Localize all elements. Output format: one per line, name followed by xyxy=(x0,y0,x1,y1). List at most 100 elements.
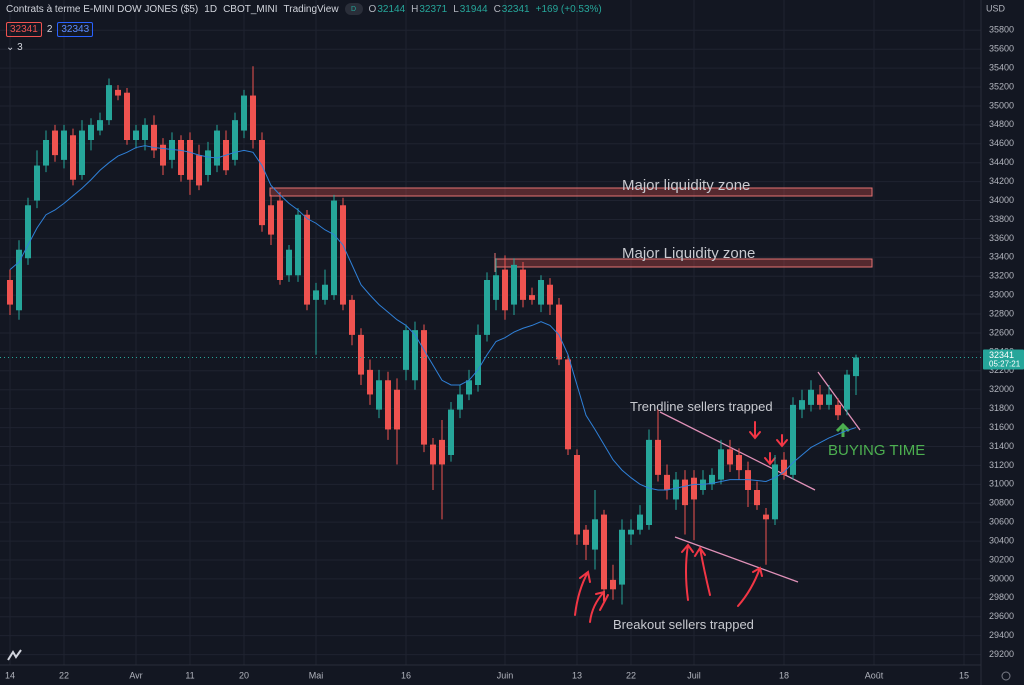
y-tick-label: 33200 xyxy=(989,271,1014,281)
candle-body xyxy=(340,205,346,305)
candle-body xyxy=(196,155,202,186)
candle-body xyxy=(583,529,589,545)
candle-body xyxy=(484,280,490,335)
candle-body xyxy=(511,264,517,305)
candle-body xyxy=(493,275,499,300)
candle-body xyxy=(610,579,616,590)
x-tick-label: 22 xyxy=(59,670,69,680)
y-tick-label: 31600 xyxy=(989,422,1014,432)
ohlc-value: 32144 xyxy=(377,3,406,15)
y-tick-label: 33000 xyxy=(989,290,1014,300)
last-price-box xyxy=(983,349,1024,370)
candle-body xyxy=(664,474,670,490)
change: +169 (+0.53%) xyxy=(535,3,602,15)
candle-body xyxy=(88,124,94,140)
candle-body xyxy=(367,369,373,395)
candle-body xyxy=(790,404,796,475)
buy-price[interactable]: 32343 xyxy=(57,22,94,37)
candle-body xyxy=(799,400,805,410)
candle-body xyxy=(430,444,436,465)
candle-body xyxy=(574,455,580,535)
candle-body xyxy=(349,299,355,335)
candle-body xyxy=(565,359,571,450)
ohlc-label: C xyxy=(493,3,501,15)
settings-icon[interactable] xyxy=(1001,671,1011,681)
annotation: Breakout sellers trapped xyxy=(613,617,754,632)
candle-body xyxy=(772,464,778,520)
candle-body xyxy=(655,439,661,475)
candle-body xyxy=(322,284,328,300)
candle-body xyxy=(466,380,472,395)
candle-body xyxy=(808,389,814,405)
symbol: Contrats à terme E-MINI DOW JONES ($5) xyxy=(6,3,199,15)
y-tick-label: 32200 xyxy=(989,365,1014,375)
candle-body xyxy=(673,479,679,500)
candle-body xyxy=(520,269,526,300)
drawings: Major liquidity zone Major Liquidity zon… xyxy=(269,177,925,632)
candle-body xyxy=(844,374,850,410)
candle-body xyxy=(7,280,13,305)
y-tick-label: 29600 xyxy=(989,611,1014,621)
source: TradingView xyxy=(283,3,339,15)
currency: USD xyxy=(986,3,1006,13)
candle-body xyxy=(214,130,220,166)
ohlc-value: 31944 xyxy=(459,3,488,15)
trendline xyxy=(659,411,816,491)
y-tick-label: 29400 xyxy=(989,630,1014,640)
y-tick-label: 33800 xyxy=(989,214,1014,224)
y-tick-label: 34400 xyxy=(989,157,1014,167)
sell-price[interactable]: 32341 xyxy=(6,22,42,37)
candle-body xyxy=(178,140,184,175)
y-tick-label: 30800 xyxy=(989,498,1014,508)
candle-body xyxy=(61,130,67,160)
candle-body xyxy=(448,409,454,455)
candle-body xyxy=(502,269,508,311)
annotation: Major liquidity zone xyxy=(622,177,750,194)
y-tick-label: 30600 xyxy=(989,517,1014,527)
ohlc-label: H xyxy=(411,3,419,15)
status-badge[interactable]: D xyxy=(344,3,363,15)
y-tick-label: 30200 xyxy=(989,554,1014,564)
candle-body xyxy=(421,330,427,445)
candle-body xyxy=(457,394,463,410)
x-tick-label: 20 xyxy=(239,670,249,680)
candle-body xyxy=(43,140,49,166)
y-tick-label: 31400 xyxy=(989,441,1014,451)
candle-body xyxy=(133,130,139,140)
y-tick-label: 32000 xyxy=(989,384,1014,394)
candle-body xyxy=(115,89,121,96)
candle-body xyxy=(295,214,301,276)
y-tick-label: 34200 xyxy=(989,176,1014,186)
candle-body xyxy=(187,140,193,180)
trade-row: 32341 2 32343 xyxy=(6,22,94,37)
candle-body xyxy=(160,144,166,166)
candle-body xyxy=(547,284,553,305)
x-tick-label: Juin xyxy=(497,670,514,680)
candle-body xyxy=(277,200,283,280)
y-tick-label: 31200 xyxy=(989,460,1014,470)
candle-body xyxy=(52,130,58,156)
x-tick-label: 14 xyxy=(5,670,15,680)
candle-body xyxy=(529,295,535,300)
candle-body xyxy=(259,140,265,226)
candle-body xyxy=(313,290,319,300)
candle-body xyxy=(727,449,733,465)
ohlc-label: O xyxy=(368,3,377,15)
spread: 2 xyxy=(46,24,53,35)
y-tick-label: 35400 xyxy=(989,62,1014,72)
candle-body xyxy=(97,120,103,131)
candle-body xyxy=(709,474,715,485)
x-tick-label: 15 xyxy=(959,670,969,680)
candle-body xyxy=(637,514,643,530)
y-tick-label: 31000 xyxy=(989,479,1014,489)
y-tick-label: 32600 xyxy=(989,327,1014,337)
candle-body xyxy=(826,394,832,405)
ohlc: O 32144 H 32371 L 31944 C 32341 xyxy=(369,4,530,15)
interval: 1D xyxy=(204,3,218,15)
candle-body xyxy=(331,200,337,296)
candle-body xyxy=(25,205,31,259)
indicator-toggle[interactable]: ⌄ 3 xyxy=(6,42,23,53)
candle-body xyxy=(412,330,418,381)
